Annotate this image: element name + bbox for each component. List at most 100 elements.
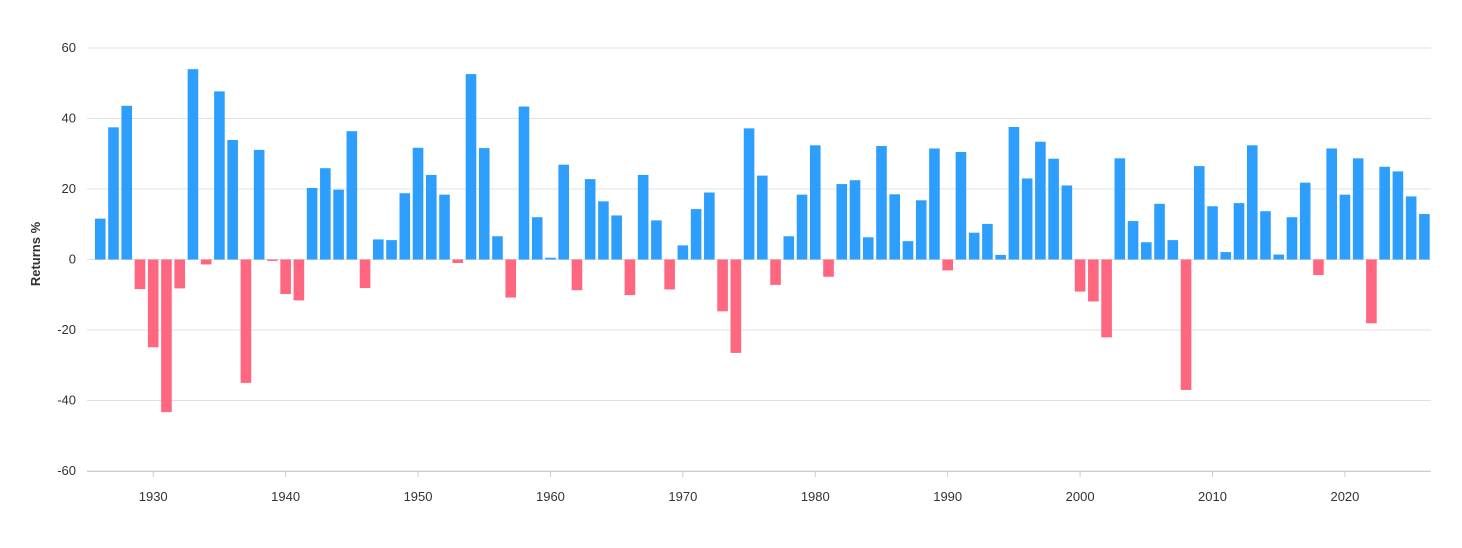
bar-2007[interactable] bbox=[1167, 240, 1179, 260]
bar-1968[interactable] bbox=[651, 220, 662, 260]
bar-1986[interactable] bbox=[889, 194, 901, 260]
bar-1984[interactable] bbox=[862, 237, 874, 260]
bar-2010[interactable] bbox=[1207, 206, 1218, 260]
bar-1982[interactable] bbox=[836, 184, 848, 260]
bar-1946[interactable] bbox=[359, 259, 371, 289]
bar-1952[interactable] bbox=[439, 194, 450, 260]
bar-1941[interactable] bbox=[293, 259, 305, 301]
bar-1945[interactable] bbox=[346, 131, 358, 260]
bar-2002[interactable] bbox=[1101, 259, 1112, 338]
bar-1962[interactable] bbox=[571, 259, 583, 291]
bar-1939[interactable] bbox=[267, 259, 278, 261]
bar-1936[interactable] bbox=[227, 140, 238, 260]
bar-1964[interactable] bbox=[598, 201, 609, 260]
bar-2005[interactable] bbox=[1141, 242, 1152, 260]
bar-1990[interactable] bbox=[942, 259, 953, 271]
bar-2013[interactable] bbox=[1246, 145, 1258, 260]
bar-2004[interactable] bbox=[1127, 221, 1139, 260]
bar-1950[interactable] bbox=[412, 147, 424, 260]
bar-2021[interactable] bbox=[1352, 158, 1364, 260]
bar-1993[interactable] bbox=[982, 223, 993, 260]
bar-1953[interactable] bbox=[452, 259, 464, 264]
bar-1998[interactable] bbox=[1048, 158, 1059, 260]
bar-1983[interactable] bbox=[849, 180, 861, 260]
bar-1973[interactable] bbox=[717, 259, 728, 312]
bar-1989[interactable] bbox=[929, 148, 940, 260]
bar-1928[interactable] bbox=[121, 105, 133, 260]
bar-1958[interactable] bbox=[518, 106, 530, 260]
bar-1931[interactable] bbox=[161, 259, 172, 413]
bar-1971[interactable] bbox=[690, 209, 702, 260]
bar-2018[interactable] bbox=[1313, 259, 1324, 276]
bar-1967[interactable] bbox=[637, 174, 649, 260]
bar-1960[interactable] bbox=[545, 257, 556, 260]
bar-2020[interactable] bbox=[1339, 194, 1351, 260]
bar-2015[interactable] bbox=[1273, 254, 1285, 260]
bar-1991[interactable] bbox=[955, 151, 967, 260]
bar-2017[interactable] bbox=[1299, 182, 1311, 260]
bar-1985[interactable] bbox=[876, 146, 887, 260]
bar-2026[interactable] bbox=[1419, 214, 1430, 260]
bar-2022[interactable] bbox=[1366, 259, 1377, 324]
bar-1926[interactable] bbox=[94, 218, 106, 260]
bar-1951[interactable] bbox=[425, 174, 437, 260]
bar-1972[interactable] bbox=[704, 192, 715, 260]
bar-1981[interactable] bbox=[823, 259, 834, 277]
bar-1933[interactable] bbox=[187, 69, 199, 260]
bar-1957[interactable] bbox=[505, 259, 517, 298]
bar-1937[interactable] bbox=[240, 259, 252, 383]
bar-1970[interactable] bbox=[677, 245, 689, 260]
bar-1929[interactable] bbox=[134, 259, 146, 290]
bar-1963[interactable] bbox=[584, 179, 596, 260]
bar-1965[interactable] bbox=[611, 215, 622, 260]
bar-1927[interactable] bbox=[108, 127, 119, 260]
bar-1992[interactable] bbox=[968, 232, 980, 260]
bar-1955[interactable] bbox=[478, 148, 490, 260]
bar-1994[interactable] bbox=[995, 254, 1006, 260]
bar-2019[interactable] bbox=[1326, 148, 1337, 260]
bar-1948[interactable] bbox=[386, 240, 397, 260]
bar-1961[interactable] bbox=[558, 164, 569, 260]
bar-1987[interactable] bbox=[902, 241, 914, 260]
bar-1942[interactable] bbox=[306, 187, 318, 260]
bar-2011[interactable] bbox=[1220, 252, 1232, 260]
bar-1956[interactable] bbox=[492, 236, 503, 260]
bar-1943[interactable] bbox=[320, 168, 331, 260]
bar-2003[interactable] bbox=[1114, 158, 1126, 260]
bar-1938[interactable] bbox=[253, 149, 265, 260]
bar-2025[interactable] bbox=[1405, 196, 1417, 260]
bar-1988[interactable] bbox=[915, 200, 927, 260]
bar-2009[interactable] bbox=[1193, 166, 1205, 260]
bar-1974[interactable] bbox=[730, 259, 742, 353]
bar-1995[interactable] bbox=[1008, 126, 1020, 260]
bar-1935[interactable] bbox=[214, 91, 225, 260]
bar-1934[interactable] bbox=[200, 259, 212, 265]
bar-2000[interactable] bbox=[1074, 259, 1086, 292]
bar-2016[interactable] bbox=[1286, 217, 1298, 260]
bar-1996[interactable] bbox=[1021, 178, 1033, 260]
bar-2023[interactable] bbox=[1379, 166, 1390, 260]
bar-1976[interactable] bbox=[757, 175, 768, 260]
bar-2001[interactable] bbox=[1088, 259, 1099, 302]
bar-1997[interactable] bbox=[1035, 141, 1046, 260]
bar-1940[interactable] bbox=[280, 259, 291, 295]
bar-1980[interactable] bbox=[809, 145, 821, 260]
bar-2008[interactable] bbox=[1180, 259, 1192, 390]
bar-1944[interactable] bbox=[333, 189, 344, 260]
bar-1932[interactable] bbox=[174, 259, 185, 289]
bar-1999[interactable] bbox=[1061, 185, 1073, 260]
bar-1930[interactable] bbox=[147, 259, 159, 348]
bar-1947[interactable] bbox=[373, 239, 384, 260]
bar-1949[interactable] bbox=[399, 193, 411, 260]
bar-1975[interactable] bbox=[743, 128, 755, 260]
bar-1954[interactable] bbox=[465, 74, 477, 260]
bar-1979[interactable] bbox=[796, 194, 808, 260]
bar-1959[interactable] bbox=[531, 217, 543, 260]
bar-2012[interactable] bbox=[1233, 203, 1245, 260]
bar-1977[interactable] bbox=[770, 259, 781, 285]
bar-1978[interactable] bbox=[783, 236, 795, 260]
bar-1966[interactable] bbox=[624, 259, 636, 296]
bar-2006[interactable] bbox=[1154, 203, 1165, 260]
bar-2014[interactable] bbox=[1260, 211, 1271, 260]
bar-1969[interactable] bbox=[664, 259, 675, 290]
